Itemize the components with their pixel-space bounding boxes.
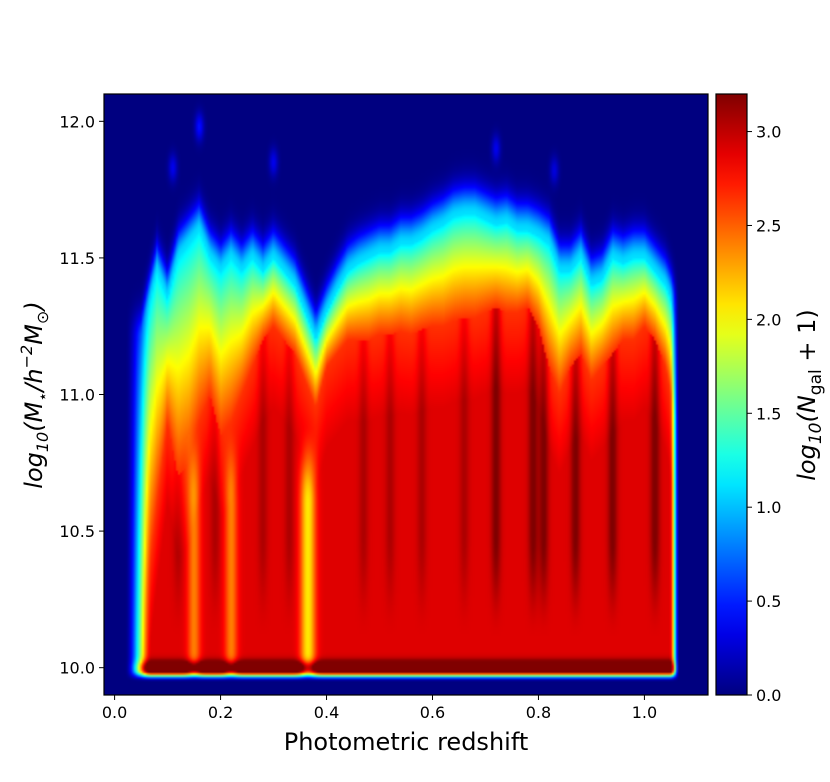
colorbar-tick-label: 1.0	[756, 498, 781, 517]
colorbar-tick-label: 1.5	[756, 404, 781, 423]
y-tick-label: 11.5	[59, 249, 95, 268]
y-tick-label: 11.0	[59, 386, 95, 405]
y-axis-title-sun: ⊙	[33, 311, 52, 324]
y-axis-title: log10(M⋆/h−2M⊙)	[17, 301, 52, 488]
y-tick-label: 10.0	[59, 659, 95, 678]
colorbar-title: log10(Ngal + 1)	[793, 309, 826, 481]
y-axis-title-sub: 10	[33, 432, 52, 452]
colorbar-frame	[715, 93, 748, 696]
colorbar-title-open: (N	[793, 395, 821, 422]
colorbar-tick-label: 2.5	[756, 216, 781, 235]
colorbar-title-sub: 10	[806, 423, 826, 445]
x-tick-label: 0.0	[102, 703, 127, 722]
y-tick-label: 10.5	[59, 522, 95, 541]
y-axis-title-mid: /h	[20, 368, 48, 393]
x-axis: 0.0 0.2 0.4 0.6 0.8 1.0	[102, 695, 657, 722]
plot-area: 0.0 0.2 0.4 0.6 0.8 1.0 10.0 10.5 11.0 11.5 12.0	[59, 93, 709, 722]
y-axis-title-m: M	[20, 324, 48, 345]
y-axis-title-body: (M	[20, 401, 48, 431]
x-tick-label: 1.0	[632, 703, 657, 722]
colorbar: 0.0 0.5 1.0 1.5 2.0 2.5 3.0	[715, 93, 781, 705]
x-tick-label: 0.4	[314, 703, 339, 722]
colorbar-tick-label: 0.5	[756, 592, 781, 611]
colorbar-axis: 0.0 0.5 1.0 1.5 2.0 2.5 3.0	[747, 123, 781, 705]
y-axis-title-prefix: log	[20, 452, 48, 489]
y-axis-title-star: ⋆	[33, 392, 52, 402]
colorbar-title-sub2: gal	[806, 369, 826, 395]
x-tick-label: 0.6	[420, 703, 445, 722]
x-tick-label: 0.8	[526, 703, 551, 722]
colorbar-title-prefix: log	[793, 444, 821, 481]
heatmap-raster	[104, 94, 708, 695]
colorbar-gradient	[716, 94, 747, 695]
colorbar-tick-label: 2.0	[756, 310, 781, 329]
y-axis-title-close: )	[20, 301, 48, 312]
colorbar-tick-label: 0.0	[756, 686, 781, 705]
x-axis-title: Photometric redshift	[284, 728, 529, 756]
y-tick-label: 12.0	[59, 112, 95, 131]
colorbar-tick-label: 3.0	[756, 123, 781, 142]
colorbar-title-tail: + 1)	[793, 309, 821, 369]
x-tick-label: 0.2	[208, 703, 233, 722]
y-axis-title-exp: −2	[17, 345, 36, 369]
y-axis: 10.0 10.5 11.0 11.5 12.0	[59, 112, 104, 678]
